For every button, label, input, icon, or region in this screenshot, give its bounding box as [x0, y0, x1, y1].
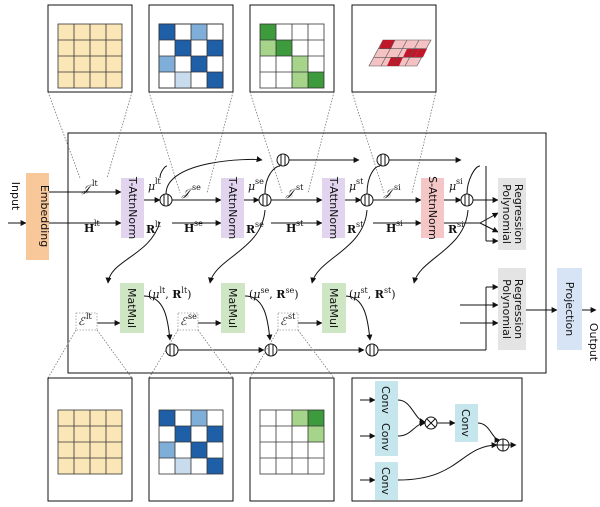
svg-text:H: H: [386, 222, 396, 235]
bottom-panel-2: [148, 377, 234, 502]
matmul-block-3: [322, 283, 346, 333]
poly-top-label-1: Polynomial: [500, 184, 513, 244]
bottom-panel-3: [249, 377, 335, 502]
svg-text:(μlt, Rlt): (μlt, Rlt): [148, 286, 191, 301]
svg-text:H: H: [184, 222, 194, 235]
svg-text:se: se: [255, 177, 264, 186]
top-panel-2: [148, 4, 234, 93]
main-frame: [67, 132, 547, 374]
conv-block-1: [375, 381, 398, 419]
svg-text:st: st: [296, 219, 304, 228]
svg-text:st: st: [356, 220, 364, 229]
svg-text:R: R: [246, 223, 256, 236]
svg-text:se: se: [192, 183, 201, 192]
embedding-label: Embedding: [38, 185, 51, 247]
projection-label: Projection: [563, 282, 576, 336]
svg-text:lt: lt: [155, 177, 162, 186]
svg-text:(μst, Rst): (μst, Rst): [349, 286, 396, 301]
svg-text:lt: lt: [92, 179, 99, 188]
matmul-label-1: MatMul: [125, 288, 138, 328]
top-panel-4: [351, 4, 437, 93]
svg-text:lt: lt: [155, 220, 162, 229]
svg-text:ℰ: ℰ: [78, 315, 86, 328]
svg-text:st: st: [356, 177, 364, 186]
t-attnnorm-label-2: T-AttnNorm: [226, 176, 239, 239]
svg-text:Conv: Conv: [379, 386, 392, 414]
svg-text:se: se: [255, 220, 264, 229]
t-attnnorm-label-3: T-AttnNorm: [327, 176, 340, 239]
svg-text:μ: μ: [449, 180, 456, 193]
add-icon: [496, 438, 510, 452]
svg-text:H: H: [286, 222, 296, 235]
conv-panel: Conv Conv Conv Conv: [351, 377, 523, 502]
conv-block-2: [375, 418, 398, 456]
svg-text:se: se: [194, 219, 203, 228]
t-attnnorm-label-1: T-AttnNorm: [126, 176, 139, 239]
multiply-icon: [424, 416, 438, 430]
top-panel-1: [47, 4, 133, 93]
poly-regression-bottom: [498, 268, 526, 350]
svg-text:lt: lt: [94, 219, 101, 228]
matmul-block-2: [221, 283, 245, 333]
svg-text:Conv: Conv: [379, 423, 392, 451]
svg-text:R: R: [347, 223, 357, 236]
svg-text:st: st: [296, 183, 304, 192]
matmul-block-1: [120, 283, 144, 333]
svg-text:μ: μ: [248, 180, 255, 193]
svg-text:si: si: [457, 220, 464, 229]
poly-top-label-2: Regression: [512, 184, 525, 244]
svg-text:si: si: [396, 219, 403, 228]
svg-text:ℰ: ℰ: [280, 315, 288, 328]
top-panel-3: [249, 4, 335, 93]
svg-text:R: R: [448, 223, 458, 236]
top-connectors: [47, 91, 437, 194]
embedding-block: [26, 173, 49, 260]
matmul-label-2: MatMul: [226, 288, 239, 328]
svg-text:lt: lt: [86, 312, 93, 321]
svg-text:μ: μ: [148, 180, 155, 193]
s-attnnorm-label: S-AttnNorm: [426, 176, 439, 240]
poly-bottom-label-1: Polynomial: [500, 279, 513, 339]
svg-text:ℰ: ℰ: [180, 315, 188, 328]
matmul-label-3: MatMul: [327, 288, 340, 328]
output-label: Output: [587, 323, 600, 362]
svg-text:(μse, Rse): (μse, Rse): [249, 286, 299, 301]
upper-labels: 𝒥 lt H lt μ lt R lt 𝒥 se H se μ se R se …: [81, 177, 464, 236]
conv-block-4: [455, 404, 478, 442]
t-attnnorm-block-3: [322, 178, 345, 238]
poly-bottom-label-2: Regression: [512, 279, 525, 339]
svg-text:R: R: [146, 223, 156, 236]
bottom-connectors: [47, 329, 335, 379]
t-attnnorm-block-2: [221, 178, 244, 238]
conv-block-3: [375, 462, 398, 500]
svg-text:μ: μ: [349, 180, 356, 193]
s-attnnorm-block: [421, 178, 444, 238]
poly-regression-top: [498, 178, 526, 250]
svg-text:si: si: [394, 183, 401, 192]
bottom-panel-1: [47, 377, 133, 502]
svg-text:Conv: Conv: [379, 467, 392, 495]
svg-text:H: H: [84, 222, 94, 235]
svg-text:se: se: [188, 312, 197, 321]
svg-text:st: st: [288, 312, 296, 321]
svg-text:si: si: [456, 177, 463, 186]
input-label: Input: [9, 182, 22, 211]
projection-block: [557, 268, 582, 350]
svg-text:Conv: Conv: [459, 409, 472, 437]
t-attnnorm-block-1: [121, 178, 144, 238]
